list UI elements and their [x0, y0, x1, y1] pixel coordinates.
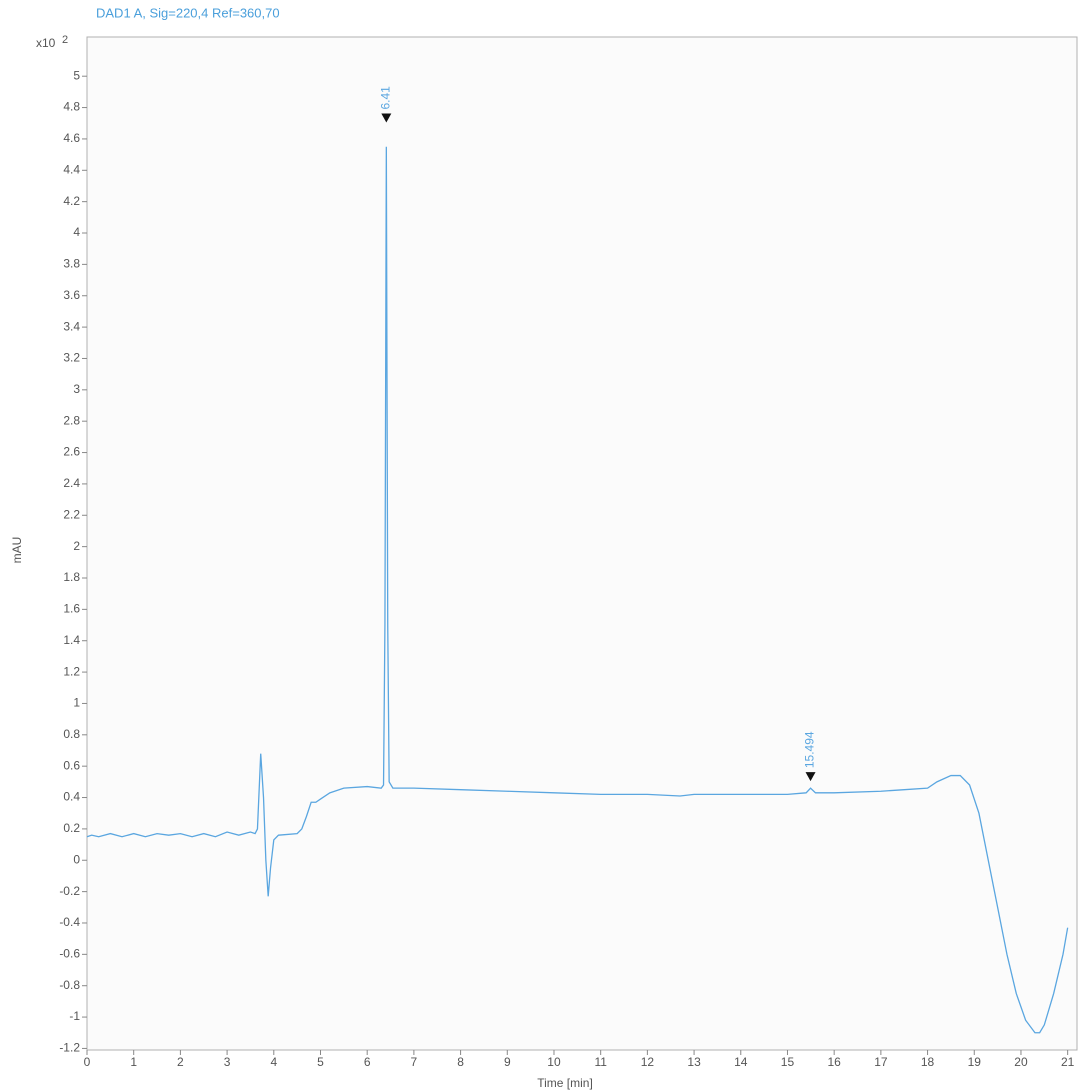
peak-label: 15.494	[803, 731, 817, 768]
y-tick-label: 1.2	[63, 664, 80, 678]
x-tick-label: 16	[827, 1055, 841, 1069]
y-tick-label: 1.8	[63, 570, 80, 584]
y-tick-label: 2.8	[63, 413, 80, 427]
y-tick-label: -1	[69, 1009, 80, 1023]
y-tick-label: -0.2	[59, 884, 80, 898]
chart-title: DAD1 A, Sig=220,4 Ref=360,70	[96, 5, 280, 20]
y-tick-label: 2	[73, 539, 80, 553]
x-tick-label: 15	[781, 1055, 795, 1069]
y-tick-label: 0.4	[63, 790, 80, 804]
y-tick-label: 4.6	[63, 131, 80, 145]
plot-area	[86, 36, 1078, 1051]
y-multiplier: x10	[36, 36, 56, 50]
x-tick-label: 18	[921, 1055, 935, 1069]
peak-label: 6.41	[379, 86, 393, 110]
x-tick-label: 0	[84, 1055, 91, 1069]
y-tick-label: 4.4	[63, 162, 80, 176]
y-tick-label: 0.8	[63, 727, 80, 741]
x-tick-label: 10	[547, 1055, 561, 1069]
x-tick-label: 19	[968, 1055, 982, 1069]
x-tick-label: 3	[224, 1055, 231, 1069]
y-tick-label: 2.2	[63, 507, 80, 521]
y-tick-label: -0.8	[59, 978, 80, 992]
y-exponent: 2	[62, 34, 68, 46]
y-tick-label: 4.2	[63, 194, 80, 208]
y-tick-label: 4.8	[63, 100, 80, 114]
y-tick-label: 3.8	[63, 257, 80, 271]
x-tick-label: 17	[874, 1055, 888, 1069]
y-tick-label: 3.4	[63, 319, 80, 333]
x-tick-label: 1	[130, 1055, 137, 1069]
x-tick-label: 12	[641, 1055, 655, 1069]
y-tick-label: 1	[73, 696, 80, 710]
x-tick-label: 14	[734, 1055, 748, 1069]
y-tick-label: 2.4	[63, 476, 80, 490]
y-tick-label: 4	[73, 225, 80, 239]
y-tick-label: 1.6	[63, 602, 80, 616]
x-tick-label: 5	[317, 1055, 324, 1069]
x-tick-label: 13	[687, 1055, 701, 1069]
y-tick-label: 3.2	[63, 351, 80, 365]
y-tick-label: 3	[73, 382, 80, 396]
trace	[86, 146, 1069, 1034]
y-tick-label: 0	[73, 852, 80, 866]
x-tick-label: 6	[364, 1055, 371, 1069]
y-tick-label: 1.4	[63, 633, 80, 647]
y-tick-label: -0.6	[59, 947, 80, 961]
y-axis-label: mAU	[10, 537, 24, 564]
y-tick-label: 5	[73, 68, 80, 82]
y-tick-label: 2.6	[63, 445, 80, 459]
x-tick-label: 2	[177, 1055, 184, 1069]
y-tick-label: -0.4	[59, 915, 80, 929]
y-tick-label: 0.2	[63, 821, 80, 835]
x-tick-label: 21	[1061, 1055, 1075, 1069]
x-tick-label: 20	[1014, 1055, 1028, 1069]
x-tick-label: 7	[411, 1055, 418, 1069]
x-axis-label: Time [min]	[537, 1076, 593, 1090]
peak-marker	[805, 772, 816, 782]
y-tick-label: -1.2	[59, 1041, 80, 1055]
peak-marker	[381, 113, 392, 123]
x-tick-label: 9	[504, 1055, 511, 1069]
x-tick-label: 8	[457, 1055, 464, 1069]
x-tick-label: 4	[270, 1055, 277, 1069]
y-tick-label: 0.6	[63, 758, 80, 772]
y-tick-label: 3.6	[63, 288, 80, 302]
x-tick-label: 11	[594, 1055, 607, 1069]
